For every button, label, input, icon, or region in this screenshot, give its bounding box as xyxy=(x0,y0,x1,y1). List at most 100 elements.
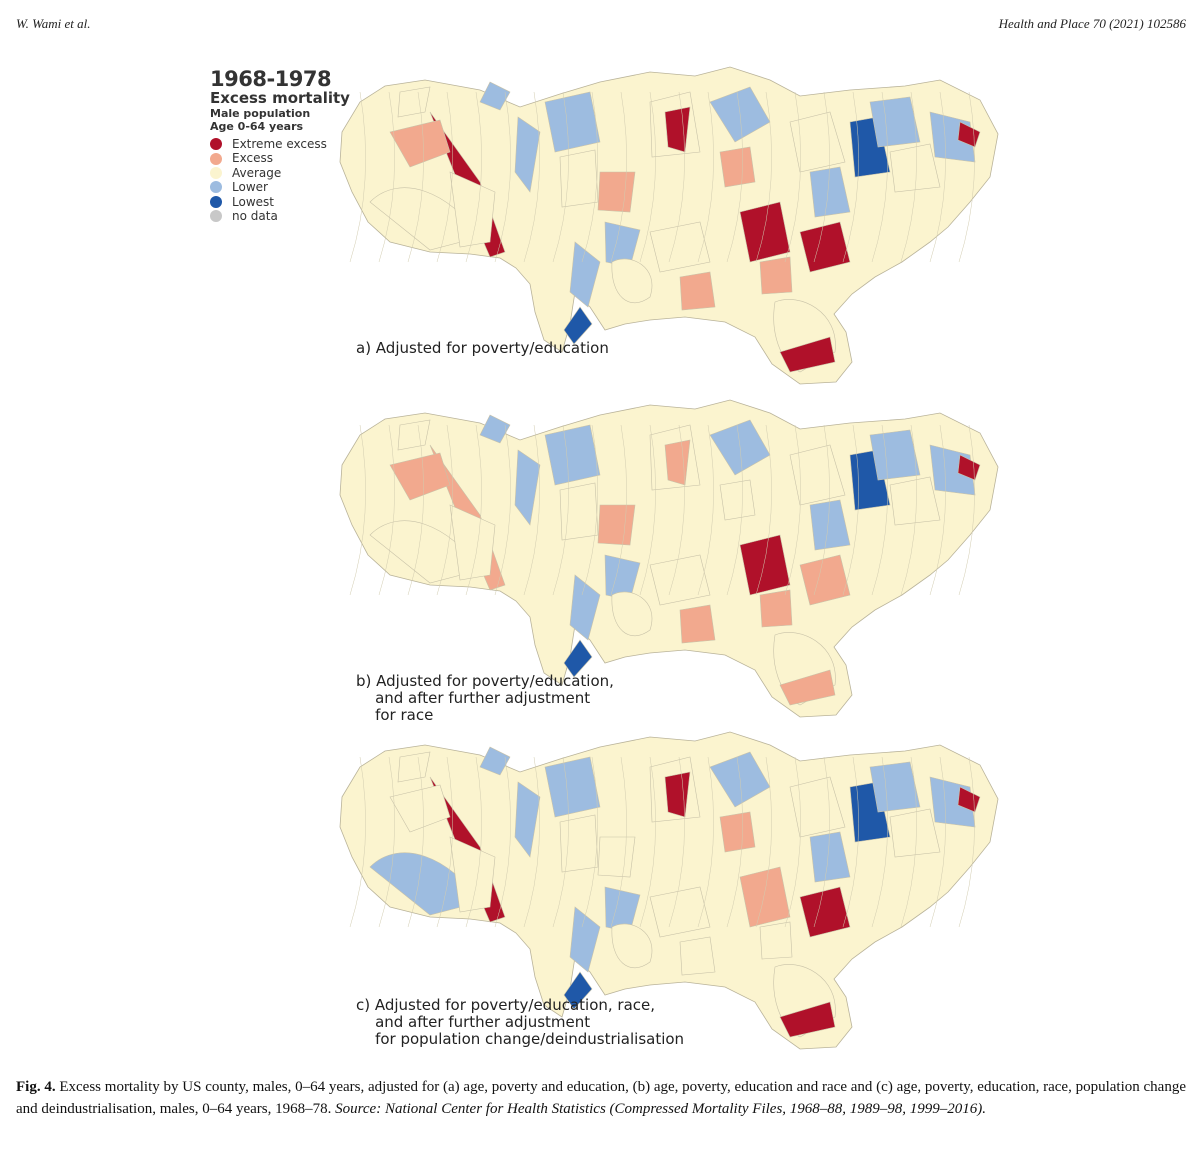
county-boundary xyxy=(726,91,743,263)
panel-label-line: b) Adjusted for poverty/education, xyxy=(356,672,614,690)
county-region xyxy=(789,444,846,506)
county-boundary xyxy=(929,424,946,596)
county-region xyxy=(739,201,791,263)
legend-item: Excess xyxy=(210,151,350,165)
county-boundary xyxy=(697,91,714,263)
county-boundary xyxy=(668,424,685,596)
county-region xyxy=(679,271,716,311)
county-region xyxy=(719,146,756,188)
county-boundary xyxy=(494,756,511,928)
legend-item-label: Lower xyxy=(232,180,268,195)
county-boundary xyxy=(523,756,540,928)
legend-age: Age 0-64 years xyxy=(210,120,304,133)
county-boundary xyxy=(465,424,482,596)
county-boundary xyxy=(523,91,540,263)
county-region xyxy=(397,751,431,783)
county-region xyxy=(569,906,601,973)
county-region xyxy=(449,504,496,581)
county-boundary xyxy=(552,756,569,928)
county-region xyxy=(809,831,851,883)
county-boundary xyxy=(871,91,888,263)
county-region xyxy=(789,111,846,173)
county-boundary xyxy=(465,756,482,928)
legend-item: Average xyxy=(210,166,350,180)
county-region xyxy=(759,256,793,295)
county-boundary xyxy=(813,91,830,263)
county-region xyxy=(799,221,851,273)
legend-swatch xyxy=(210,167,222,180)
county-region xyxy=(389,452,451,501)
county-boundary xyxy=(436,424,453,596)
cartogram-panel-c: c) Adjusted for poverty/education, race,… xyxy=(330,727,1010,1057)
county-region xyxy=(789,776,846,838)
county-region xyxy=(649,554,711,606)
county-boundary xyxy=(784,756,801,928)
county-boundary xyxy=(407,91,424,263)
county-boundary xyxy=(871,424,888,596)
caption-text: Excess mortality by US county, males, 0–… xyxy=(16,1079,1186,1117)
county-region xyxy=(869,96,921,148)
legend-swatch xyxy=(210,138,222,151)
county-boundary xyxy=(929,91,946,263)
county-boundary xyxy=(813,756,830,928)
legend-swatch xyxy=(210,195,222,208)
county-boundary xyxy=(639,424,656,596)
county-region xyxy=(649,886,711,938)
county-region xyxy=(809,166,851,218)
county-boundary xyxy=(697,756,714,928)
county-region xyxy=(397,86,431,118)
cartogram-panel-b: b) Adjusted for poverty/education, and a… xyxy=(330,395,1010,725)
county-region xyxy=(544,91,601,153)
county-region xyxy=(514,116,541,193)
county-boundary xyxy=(581,91,598,263)
county-boundary xyxy=(639,756,656,928)
county-region xyxy=(563,639,593,678)
county-boundary xyxy=(726,424,743,596)
county-boundary xyxy=(581,424,598,596)
running-head-journal: Health and Place 70 (2021) 102586 xyxy=(998,16,1186,31)
county-region xyxy=(563,306,593,345)
legend-item-label: Average xyxy=(232,165,282,180)
legend-item: Lowest xyxy=(210,195,350,209)
panel-label-line: and after further adjustment xyxy=(356,689,591,707)
legend-item-label: Excess xyxy=(232,151,273,166)
county-boundary xyxy=(842,756,859,928)
legend-item: no data xyxy=(210,209,350,223)
county-boundary xyxy=(610,424,627,596)
county-region xyxy=(779,336,836,373)
panel-c-label: c) Adjusted for poverty/education, race,… xyxy=(356,997,684,1048)
county-boundary xyxy=(349,424,366,596)
legend-swatch xyxy=(210,210,222,223)
county-region xyxy=(559,814,599,873)
county-region xyxy=(559,149,599,208)
figure-label: Fig. 4. xyxy=(16,1079,56,1095)
county-boundary xyxy=(958,91,975,263)
county-region xyxy=(479,414,511,444)
caption-source: Source: National Center for Health Stati… xyxy=(335,1101,987,1117)
county-region xyxy=(809,499,851,551)
county-boundary xyxy=(610,756,627,928)
county-boundary xyxy=(349,756,366,928)
county-boundary xyxy=(900,756,917,928)
county-region xyxy=(679,936,716,976)
county-region xyxy=(779,669,836,706)
legend-period: 1968-1978 xyxy=(210,67,332,91)
legend-measure: Excess mortality xyxy=(210,89,350,107)
county-boundary xyxy=(552,91,569,263)
county-region xyxy=(611,591,653,636)
legend-item-label: Lowest xyxy=(232,194,274,209)
county-region xyxy=(759,921,793,960)
legend-item-label: no data xyxy=(232,209,278,224)
county-boundary xyxy=(900,424,917,596)
county-region xyxy=(649,221,711,273)
county-boundary xyxy=(784,91,801,263)
county-region xyxy=(389,784,451,833)
county-region xyxy=(514,781,541,858)
legend-swatch xyxy=(210,181,222,194)
county-region xyxy=(739,534,791,596)
county-boundary xyxy=(755,756,772,928)
legend-item: Extreme excess xyxy=(210,137,350,151)
map-legend: 1968-1978 Excess mortality Male populati… xyxy=(210,68,350,223)
county-region xyxy=(563,971,593,1010)
county-boundary xyxy=(842,424,859,596)
